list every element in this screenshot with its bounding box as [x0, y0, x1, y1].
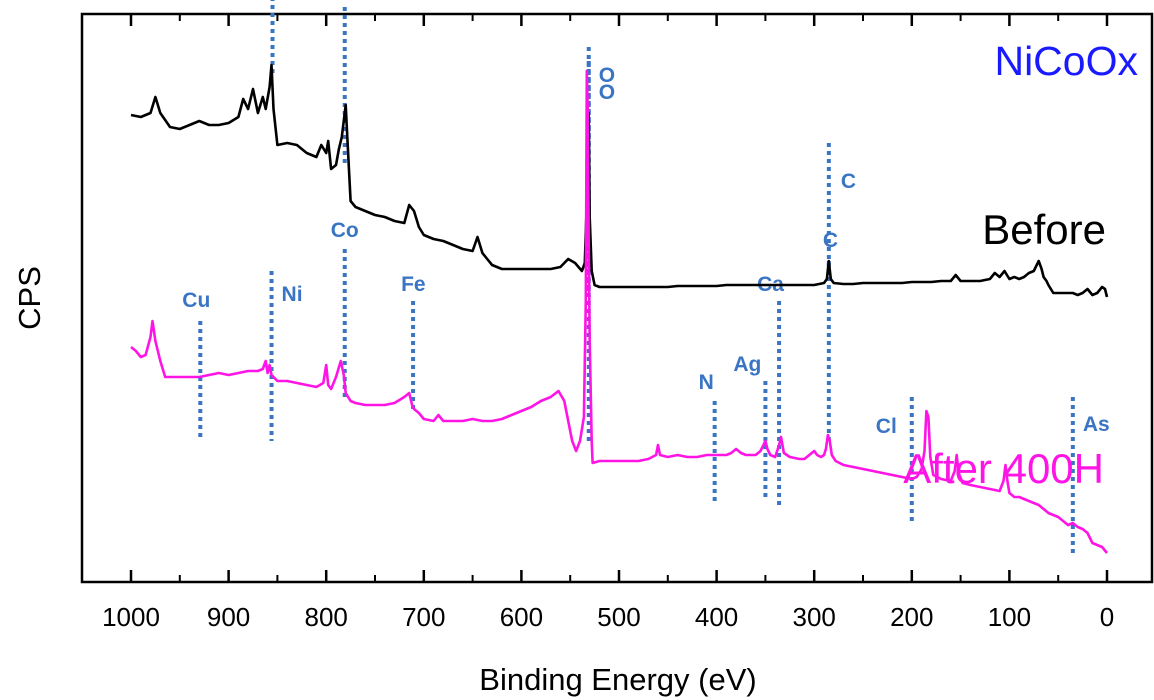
x-tick-label: 100	[988, 602, 1031, 632]
marker-label-as: As	[1083, 413, 1110, 436]
marker-label-c: C	[841, 170, 856, 193]
x-tick-label: 1000	[102, 602, 160, 632]
x-tick-label: 400	[695, 602, 738, 632]
x-tick-label: 700	[402, 602, 445, 632]
chart-title: NiCoOx	[994, 38, 1138, 84]
marker-label-ag: Ag	[733, 353, 761, 376]
marker-label-cu: Cu	[182, 289, 210, 312]
marker-label-fe: Fe	[401, 273, 426, 296]
series-lines	[130, 63, 1109, 554]
x-tick-label: 0	[1100, 602, 1114, 632]
x-tick-label: 800	[305, 602, 348, 632]
x-axis-ticks: 1000 900 800 700 600 500 400 300 200 100 0	[102, 14, 1114, 632]
x-tick-label: 600	[500, 602, 543, 632]
series-label-before: Before	[982, 206, 1106, 253]
x-axis-title: Binding Energy (eV)	[479, 662, 756, 697]
series-line-before	[130, 63, 1109, 298]
marker-label-o: O	[599, 81, 615, 104]
marker-label-ni: Ni	[282, 283, 303, 306]
marker-label-co: Co	[331, 219, 359, 242]
x-tick-label: 500	[597, 602, 640, 632]
marker-label-n: N	[699, 371, 714, 394]
plot-frame	[80, 12, 1154, 584]
marker-label-cl: Cl	[876, 415, 897, 438]
x-tick-label: 300	[793, 602, 836, 632]
marker-label-o: O	[599, 64, 615, 87]
series-label-after: After 400H	[903, 445, 1104, 492]
y-axis-title: CPS	[12, 266, 47, 330]
series-line-after-400h	[130, 69, 1109, 554]
marker-label-c: C	[823, 229, 838, 252]
x-tick-label: 900	[207, 602, 250, 632]
x-tick-label: 200	[890, 602, 933, 632]
